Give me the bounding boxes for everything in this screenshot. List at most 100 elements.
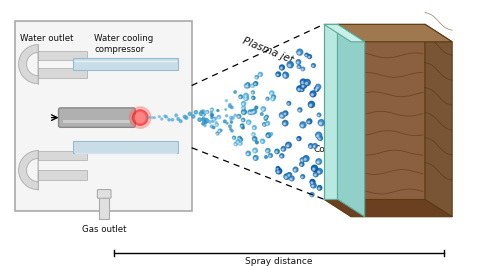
Circle shape: [146, 117, 147, 118]
Circle shape: [276, 167, 280, 170]
Circle shape: [171, 119, 173, 121]
Circle shape: [250, 110, 255, 115]
Circle shape: [300, 88, 304, 92]
Circle shape: [224, 120, 226, 123]
Text: Cathode: Cathode: [66, 117, 102, 126]
Circle shape: [280, 154, 284, 158]
Circle shape: [272, 95, 276, 99]
Circle shape: [266, 151, 268, 152]
Circle shape: [288, 64, 290, 67]
Circle shape: [308, 121, 310, 123]
Circle shape: [239, 95, 242, 98]
Circle shape: [216, 133, 218, 134]
Polygon shape: [338, 24, 364, 217]
Circle shape: [284, 123, 286, 125]
Circle shape: [293, 167, 298, 172]
Circle shape: [242, 118, 245, 122]
Circle shape: [312, 165, 318, 171]
Circle shape: [266, 133, 271, 138]
Circle shape: [164, 115, 166, 117]
Circle shape: [210, 125, 213, 128]
Circle shape: [264, 118, 267, 120]
Circle shape: [253, 127, 254, 129]
Circle shape: [314, 87, 319, 92]
Circle shape: [204, 118, 208, 122]
Circle shape: [286, 142, 292, 148]
Circle shape: [217, 116, 220, 118]
Circle shape: [308, 55, 312, 59]
Circle shape: [313, 144, 318, 148]
Circle shape: [287, 102, 290, 105]
Circle shape: [268, 154, 272, 157]
Circle shape: [296, 60, 300, 64]
Circle shape: [301, 160, 302, 161]
Circle shape: [280, 112, 285, 118]
Circle shape: [282, 149, 284, 150]
Circle shape: [252, 137, 257, 141]
Circle shape: [214, 117, 216, 119]
Circle shape: [272, 97, 274, 98]
Circle shape: [275, 149, 280, 153]
Circle shape: [282, 120, 288, 126]
Circle shape: [254, 84, 256, 85]
Circle shape: [266, 123, 268, 124]
Circle shape: [246, 84, 250, 88]
Circle shape: [310, 104, 312, 106]
Circle shape: [266, 97, 269, 100]
Circle shape: [266, 117, 267, 118]
Circle shape: [247, 84, 248, 85]
Circle shape: [290, 176, 294, 181]
Circle shape: [245, 85, 248, 88]
Circle shape: [297, 49, 303, 55]
Circle shape: [297, 86, 302, 92]
Circle shape: [206, 120, 209, 122]
Circle shape: [211, 110, 212, 111]
Circle shape: [302, 69, 303, 70]
Circle shape: [300, 164, 302, 165]
Circle shape: [298, 66, 299, 68]
Circle shape: [280, 65, 284, 70]
Circle shape: [230, 117, 232, 119]
Circle shape: [212, 120, 214, 122]
Circle shape: [254, 156, 258, 160]
Circle shape: [244, 96, 248, 101]
Circle shape: [210, 108, 214, 111]
Circle shape: [287, 61, 294, 68]
Circle shape: [281, 147, 285, 151]
Circle shape: [306, 55, 307, 56]
Circle shape: [270, 91, 274, 95]
Circle shape: [238, 136, 242, 140]
Circle shape: [276, 168, 281, 174]
Circle shape: [253, 148, 258, 153]
Circle shape: [270, 93, 272, 94]
Circle shape: [236, 140, 240, 144]
FancyBboxPatch shape: [38, 51, 86, 60]
Circle shape: [302, 177, 303, 178]
Circle shape: [290, 178, 292, 180]
Circle shape: [285, 176, 287, 178]
Circle shape: [210, 116, 213, 119]
Polygon shape: [338, 24, 452, 42]
Text: Gas outlet: Gas outlet: [82, 226, 126, 235]
FancyBboxPatch shape: [38, 170, 86, 180]
Circle shape: [301, 83, 306, 88]
Circle shape: [240, 97, 241, 98]
Circle shape: [240, 139, 241, 141]
Circle shape: [316, 159, 322, 164]
Circle shape: [283, 111, 288, 115]
Circle shape: [252, 97, 255, 99]
Circle shape: [252, 132, 255, 136]
Circle shape: [204, 124, 206, 127]
Circle shape: [180, 120, 182, 123]
Circle shape: [260, 113, 263, 115]
Circle shape: [198, 118, 202, 121]
Circle shape: [238, 138, 240, 139]
Circle shape: [258, 72, 262, 76]
Circle shape: [212, 117, 216, 120]
Circle shape: [301, 67, 304, 71]
Circle shape: [252, 109, 256, 114]
Circle shape: [228, 125, 232, 128]
Circle shape: [149, 117, 150, 118]
Circle shape: [202, 118, 205, 121]
Circle shape: [230, 106, 233, 109]
